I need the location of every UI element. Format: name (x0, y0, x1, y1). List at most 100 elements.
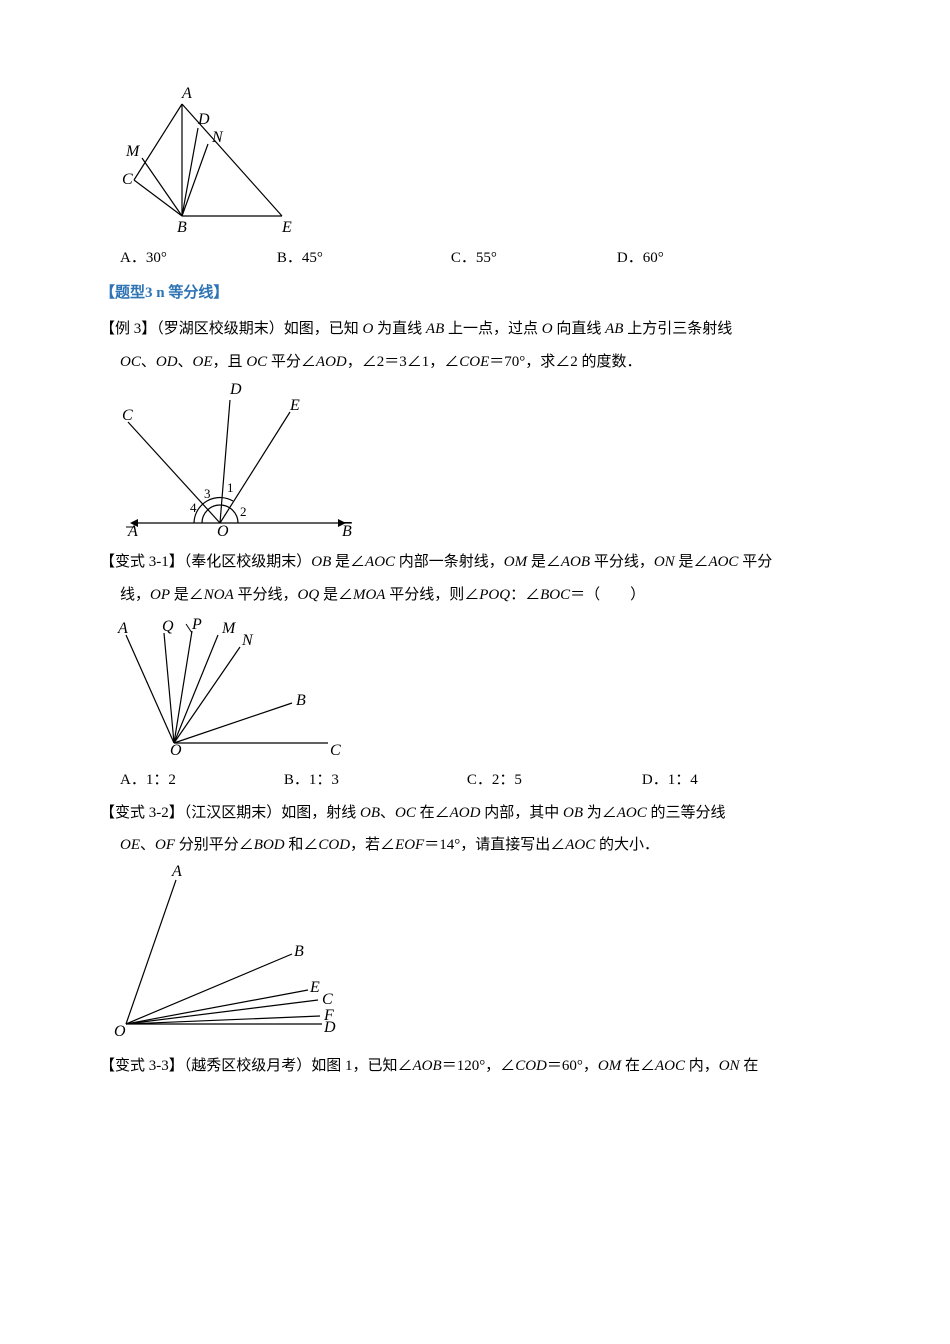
var: AOC (655, 1058, 685, 1074)
t: 已知 (329, 321, 363, 337)
svg-text:2: 2 (240, 504, 247, 519)
svg-text:D: D (229, 381, 242, 398)
svg-text:P: P (191, 616, 202, 633)
var: MOA (353, 587, 386, 603)
var-OC: OC (120, 354, 141, 370)
svg-text:A: A (127, 523, 138, 540)
options-row-v31: A．1：2 B．1：3 C．2：5 D．1：4 (110, 766, 860, 795)
t: 是∠ (675, 554, 709, 570)
var: AOB (561, 554, 590, 570)
var: BOD (254, 837, 285, 853)
t: ＝60°， (547, 1058, 598, 1074)
var: AOC (365, 554, 395, 570)
option-d: D．1：4 (642, 766, 698, 795)
t: 是∠ (527, 554, 561, 570)
var-AB: AB (426, 321, 444, 337)
example-3-line2: OC、OD、OE，且 OC 平分∠AOD，∠2＝3∠1，∠COE＝70°，求∠2… (100, 348, 860, 377)
t: 和∠ (285, 837, 319, 853)
t: 上一点，过点 (444, 321, 542, 337)
figure-ex3: D E C A O B 1 3 2 4 (112, 380, 372, 540)
t: 内部，其中 (480, 805, 563, 821)
svg-text:A: A (181, 85, 192, 102)
var-AB: AB (605, 321, 623, 337)
t: 、 (141, 354, 156, 370)
document-page: A D N M C B E A．30° B．45° C．55° D．60° 【题… (0, 0, 950, 1144)
t: ＝120°，∠ (442, 1058, 516, 1074)
t: 的三等分线 (647, 805, 726, 821)
var: COD (515, 1058, 547, 1074)
var-O: O (542, 321, 553, 337)
var: OP (150, 587, 170, 603)
v31-label: 【变式 3-1】 (100, 554, 184, 570)
t: 、 (178, 354, 193, 370)
var: AOC (708, 554, 738, 570)
svg-text:C: C (122, 407, 133, 424)
t: 平分线， (590, 554, 654, 570)
svg-text:B: B (294, 943, 304, 960)
var: AOD (450, 805, 481, 821)
svg-text:M: M (125, 143, 141, 160)
option-c: C．55° (451, 244, 497, 273)
t: ＝（ ） (570, 587, 645, 603)
t: 的大小． (595, 837, 659, 853)
t: 线， (120, 587, 150, 603)
t: 平分∠ (267, 354, 316, 370)
svg-text:E: E (281, 219, 292, 236)
var: OB (563, 805, 583, 821)
svg-text:N: N (241, 632, 254, 649)
var: OB (360, 805, 380, 821)
t: 平分线，则∠ (385, 587, 479, 603)
svg-text:3: 3 (204, 486, 211, 501)
example-3: 【例 3】（罗湖区校级期末）如图，已知 O 为直线 AB 上一点，过点 O 向直… (100, 315, 860, 344)
t: 平分线， (234, 587, 298, 603)
var: AOC (565, 837, 595, 853)
v33-label: 【变式 3-3】 (100, 1058, 184, 1074)
ex3-source: （罗湖区校级期末）如图， (156, 321, 329, 337)
svg-text:B: B (296, 692, 306, 709)
option-a: A．1：2 (120, 766, 176, 795)
t: 为∠ (583, 805, 617, 821)
svg-text:1: 1 (227, 480, 234, 495)
t: 是∠ (331, 554, 365, 570)
var: OC (395, 805, 416, 821)
t: 是∠ (170, 587, 204, 603)
v32-source: （江汉区期末）如图，射线 (184, 805, 360, 821)
var-OC: OC (246, 354, 267, 370)
variant-3-3: 【变式 3-3】（越秀区校级月考）如图 1，已知∠AOB＝120°，∠COD＝6… (100, 1052, 860, 1081)
var: AOC (617, 805, 647, 821)
t: 在∠ (621, 1058, 655, 1074)
var-OE: OE (193, 354, 213, 370)
var-O: O (363, 321, 374, 337)
variant-3-2-line2: OE、OF 分别平分∠BOD 和∠COD，若∠EOF＝14°，请直接写出∠AOC… (100, 831, 860, 860)
svg-text:O: O (114, 1023, 126, 1040)
t: 、 (380, 805, 395, 821)
t: ，若∠ (350, 837, 395, 853)
option-c: C．2：5 (467, 766, 522, 795)
svg-text:O: O (217, 523, 229, 540)
var: OM (504, 554, 527, 570)
t: 平分 (738, 554, 772, 570)
option-d: D．60° (617, 244, 664, 273)
t: ＝70°，求∠2 的度数． (489, 354, 641, 370)
t: 、 (140, 837, 155, 853)
ex3-label: 【例 3】 (100, 321, 156, 337)
svg-text:A: A (117, 620, 128, 637)
var-AOD: AOD (316, 354, 347, 370)
svg-text:B: B (177, 219, 187, 236)
var-COE: COE (459, 354, 489, 370)
var: POQ (479, 587, 510, 603)
svg-text:D: D (323, 1019, 336, 1036)
svg-text:C: C (122, 171, 133, 188)
svg-text:O: O (170, 742, 182, 758)
variant-3-1-line2: 线，OP 是∠NOA 平分线，OQ 是∠MOA 平分线，则∠POQ：∠BOC＝（… (100, 581, 860, 610)
v31-source: （奉化区校级期末） (184, 554, 312, 570)
t: ：∠ (510, 587, 540, 603)
t: 是∠ (319, 587, 353, 603)
svg-text:N: N (211, 129, 224, 146)
var: OB (311, 554, 331, 570)
var: OQ (298, 587, 320, 603)
svg-text:A: A (171, 864, 182, 880)
t: 为直线 (373, 321, 426, 337)
var: COD (318, 837, 350, 853)
t: 上方引三条射线 (623, 321, 732, 337)
